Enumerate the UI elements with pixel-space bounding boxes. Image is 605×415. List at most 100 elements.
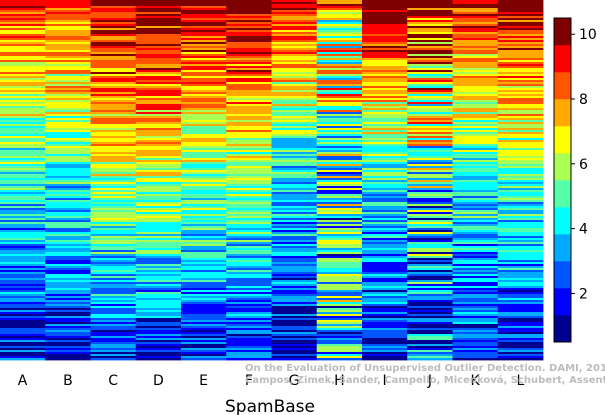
heatmap-cell bbox=[407, 130, 453, 133]
heatmap-cell bbox=[226, 56, 272, 59]
heatmap-cell bbox=[90, 94, 137, 97]
heatmap-cell bbox=[181, 246, 227, 249]
heatmap-cell bbox=[0, 256, 46, 259]
heatmap-cell bbox=[407, 156, 453, 159]
heatmap-cell bbox=[0, 118, 46, 121]
heatmap-cell bbox=[271, 124, 318, 127]
heatmap-cell bbox=[497, 74, 544, 77]
heatmap-cell bbox=[316, 266, 363, 269]
heatmap-cell bbox=[316, 6, 363, 9]
heatmap-cell bbox=[181, 40, 227, 43]
heatmap-cell bbox=[452, 256, 499, 259]
heatmap-cell bbox=[226, 246, 272, 249]
heatmap-cell bbox=[45, 6, 91, 9]
heatmap-cell bbox=[45, 180, 91, 183]
heatmap-cell bbox=[497, 24, 544, 27]
heatmap-cell bbox=[226, 300, 272, 303]
heatmap-cell bbox=[407, 148, 453, 151]
heatmap-cell bbox=[0, 274, 46, 277]
heatmap-cell bbox=[45, 98, 91, 101]
heatmap-cell bbox=[181, 176, 227, 179]
heatmap-cell bbox=[181, 72, 227, 75]
heatmap-cell bbox=[452, 178, 499, 181]
heatmap-cell bbox=[452, 70, 499, 73]
heatmap-cell bbox=[271, 114, 318, 117]
heatmap-cell bbox=[0, 46, 46, 49]
heatmap-cell bbox=[407, 82, 453, 85]
heatmap-cell bbox=[90, 352, 137, 355]
heatmap-cell bbox=[362, 238, 408, 241]
heatmap-cell bbox=[316, 200, 363, 203]
heatmap-cell bbox=[452, 358, 499, 361]
heatmap-cell bbox=[0, 114, 46, 117]
heatmap-cell bbox=[226, 192, 272, 195]
heatmap-cell bbox=[452, 128, 499, 131]
heatmap-cell bbox=[407, 102, 453, 105]
heatmap-cell bbox=[135, 168, 182, 171]
heatmap-cell bbox=[90, 48, 137, 51]
heatmap-cell bbox=[407, 312, 453, 315]
heatmap-cell bbox=[181, 24, 227, 27]
heatmap-cell bbox=[407, 212, 453, 215]
heatmap-cell bbox=[226, 36, 272, 39]
heatmap-cell bbox=[226, 268, 272, 271]
heatmap-cell bbox=[45, 24, 91, 27]
heatmap-cell bbox=[271, 178, 318, 181]
heatmap-cell bbox=[407, 182, 453, 185]
heatmap-cell bbox=[45, 224, 91, 227]
heatmap-cell bbox=[45, 212, 91, 215]
heatmap-cell bbox=[271, 188, 318, 191]
heatmap-cell bbox=[226, 118, 272, 121]
heatmap-cell bbox=[90, 122, 137, 125]
heatmap-cell bbox=[497, 68, 544, 71]
heatmap-cell bbox=[362, 324, 408, 327]
heatmap-cell bbox=[407, 248, 453, 251]
heatmap-cell bbox=[271, 88, 318, 91]
heatmap-cell bbox=[45, 248, 91, 251]
heatmap-cell bbox=[316, 48, 363, 51]
heatmap-cell bbox=[362, 100, 408, 103]
heatmap-cell bbox=[497, 238, 544, 241]
heatmap-cell bbox=[316, 124, 363, 127]
heatmap-cell bbox=[45, 278, 91, 281]
heatmap-cell bbox=[135, 216, 182, 219]
heatmap-cell bbox=[181, 130, 227, 133]
heatmap-cell bbox=[316, 248, 363, 251]
heatmap-cell bbox=[316, 68, 363, 71]
heatmap-cell bbox=[316, 254, 363, 257]
heatmap-cell bbox=[452, 2, 499, 5]
heatmap-cell bbox=[362, 182, 408, 185]
heatmap-cell bbox=[452, 182, 499, 185]
heatmap-cell bbox=[497, 42, 544, 45]
heatmap-cell bbox=[362, 14, 408, 17]
heatmap-cell bbox=[316, 264, 363, 267]
heatmap-cell bbox=[271, 84, 318, 87]
heatmap-cell bbox=[497, 272, 544, 275]
heatmap-cell bbox=[45, 146, 91, 149]
heatmap-cell bbox=[497, 304, 544, 307]
heatmap-cell bbox=[497, 244, 544, 247]
heatmap-cell bbox=[45, 274, 91, 277]
heatmap-cell bbox=[407, 120, 453, 123]
heatmap-cell bbox=[45, 334, 91, 337]
heatmap-cell bbox=[135, 148, 182, 151]
heatmap-cell bbox=[316, 210, 363, 213]
heatmap-cell bbox=[90, 50, 137, 53]
heatmap-cell bbox=[362, 116, 408, 119]
heatmap-cell bbox=[226, 50, 272, 53]
heatmap-cell bbox=[90, 150, 137, 153]
heatmap-cell bbox=[0, 232, 46, 235]
heatmap-cell bbox=[181, 270, 227, 273]
heatmap-cell bbox=[407, 208, 453, 211]
heatmap-cell bbox=[497, 140, 544, 143]
heatmap-cell bbox=[497, 12, 544, 15]
heatmap-cell bbox=[135, 118, 182, 121]
heatmap-cell bbox=[497, 358, 544, 361]
heatmap-cell bbox=[135, 282, 182, 285]
heatmap-cell bbox=[452, 174, 499, 177]
heatmap-cell bbox=[316, 86, 363, 89]
heatmap-cell bbox=[135, 98, 182, 101]
heatmap-cell bbox=[271, 184, 318, 187]
heatmap-cell bbox=[452, 330, 499, 333]
heatmap-cell bbox=[226, 112, 272, 115]
